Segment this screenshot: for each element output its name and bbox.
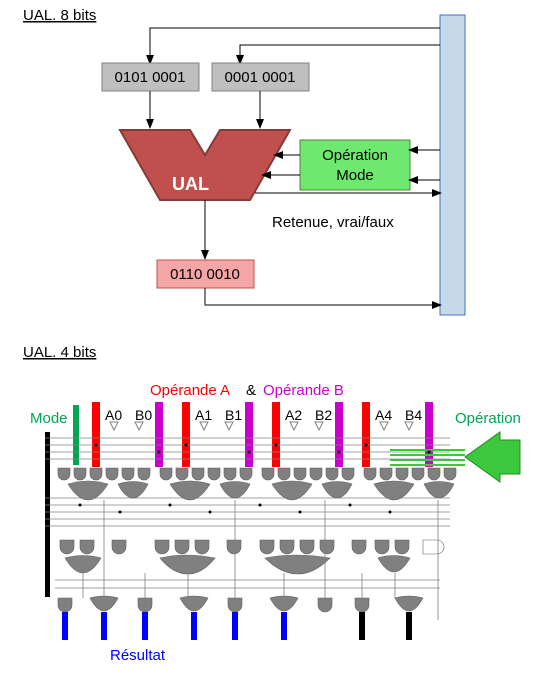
resultat-label: Résultat: [110, 647, 166, 664]
register-a-text: 0101 0001: [115, 69, 186, 86]
wire-bus-to-regB-arrow: [240, 45, 440, 63]
left-bar: [45, 432, 50, 597]
output-bar-black1: [359, 612, 365, 640]
title-8bit: UAL. 8 bits: [23, 7, 96, 24]
a4-label: A4: [375, 407, 392, 423]
diagram-svg: UAL. 8 bits 0101 0001 0001 0001 UAL Opér…: [0, 0, 548, 693]
opmode-line1: Opération: [322, 147, 388, 164]
a2-label: A2: [285, 407, 302, 423]
b4-label: B4: [405, 407, 422, 423]
gate-row2-or: [65, 555, 410, 574]
operande-a-label: Opérande A: [150, 382, 230, 399]
wire-result-bus: [205, 288, 440, 305]
gate-row1: [58, 468, 456, 480]
gate-row2: [60, 540, 444, 554]
register-b-text: 0001 0001: [225, 69, 296, 86]
operation-label: Opération: [455, 410, 521, 427]
a0-label: A0: [105, 407, 122, 423]
bus-column: [440, 15, 465, 315]
ual-label: UAL: [172, 174, 209, 194]
opmode-line2: Mode: [336, 167, 374, 184]
b0-label: B0: [135, 407, 152, 423]
gate-row1-or: [68, 481, 454, 500]
ampersand: &: [246, 382, 256, 399]
operation-arrow: [465, 432, 520, 482]
gate-row3: [58, 596, 423, 612]
title-4bit: UAL. 4 bits: [23, 344, 96, 361]
result-text: 0110 0010: [170, 266, 240, 283]
mode-bar: [73, 405, 79, 465]
a1-label: A1: [195, 407, 212, 423]
status-text: Retenue, vrai/faux: [272, 214, 394, 231]
mode-label: Mode: [30, 410, 68, 427]
b2-label: B2: [315, 407, 332, 423]
operande-b-label: Opérande B: [263, 382, 344, 399]
output-bar-black2: [406, 612, 412, 640]
output-bars: [62, 612, 287, 640]
b1-label: B1: [225, 407, 242, 423]
